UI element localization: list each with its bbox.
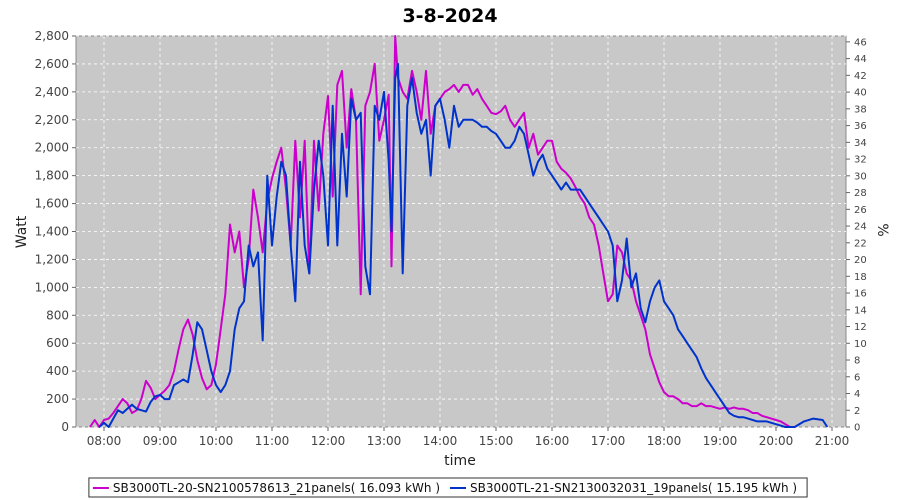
y2-tick-label: 8: [854, 356, 860, 367]
legend-label-1: SB3000TL-20-SN2100578613_21panels( 16.09…: [113, 481, 440, 495]
y2-tick-label: 36: [854, 121, 867, 132]
y2-tick-label: 2: [854, 406, 860, 417]
x-tick-label: 18:00: [647, 434, 682, 448]
y2-tick-label: 22: [854, 238, 867, 249]
legend: SB3000TL-20-SN2100578613_21panels( 16.09…: [88, 477, 808, 498]
y2-tick-label: 46: [854, 37, 867, 48]
y2-axis-label: %: [874, 223, 890, 236]
y2-tick-label: 28: [854, 188, 867, 199]
y-tick-label: 2,400: [35, 85, 69, 99]
x-tick-label: 13:00: [367, 434, 402, 448]
x-tick-label: 20:00: [759, 434, 794, 448]
y2-tick-label: 26: [854, 205, 867, 216]
y2-tick-label: 42: [854, 71, 867, 82]
y2-axis-ticks: 0246810121416182022242628303234363840424…: [846, 37, 867, 434]
series-line-2: [98, 62, 829, 428]
y-tick-label: 1,600: [35, 197, 69, 211]
x-axis-label: time: [444, 453, 476, 469]
y-tick-label: 200: [46, 392, 69, 406]
chart-title: 3-8-2024: [402, 5, 497, 27]
y-tick-label: 1,000: [35, 280, 69, 294]
y2-tick-label: 6: [854, 372, 860, 383]
y2-tick-label: 14: [854, 305, 867, 316]
y2-tick-label: 20: [854, 255, 867, 266]
x-tick-label: 14:00: [423, 434, 458, 448]
y-axis-ticks: 0 200 400 600 800 1,000 1,200 1,400 1,600 1,800 2,…: [35, 29, 76, 434]
y2-tick-label: 4: [854, 389, 860, 400]
y2-tick-label: 24: [854, 222, 867, 233]
x-tick-label: 11:00: [255, 434, 290, 448]
x-tick-label: 10:00: [199, 434, 234, 448]
y2-tick-label: 16: [854, 289, 867, 300]
series-lines: [89, 35, 829, 428]
y2-tick-label: 40: [854, 88, 867, 99]
x-tick-label: 12:00: [311, 434, 346, 448]
y2-tick-label: 30: [854, 171, 867, 182]
y2-tick-label: 32: [854, 155, 867, 166]
y2-tick-label: 10: [854, 339, 867, 350]
y2-tick-label: 38: [854, 104, 867, 115]
x-tick-label: 08:00: [87, 434, 122, 448]
y-tick-label: 1,800: [35, 169, 69, 183]
y-tick-label: 400: [46, 364, 69, 378]
x-tick-label: 16:00: [535, 434, 570, 448]
y-tick-label: 1,200: [35, 252, 69, 266]
grid-lines: [76, 35, 846, 428]
y2-tick-label: 0: [854, 423, 860, 434]
y-tick-label: 2,200: [35, 113, 69, 127]
y-axis-label: Watt: [14, 215, 30, 248]
y-tick-label: 0: [61, 420, 69, 434]
x-tick-label: 15:00: [479, 434, 514, 448]
x-tick-label: 21:00: [815, 434, 850, 448]
y-tick-label: 2,600: [35, 57, 69, 71]
x-axis-ticks: 08:00 09:00 10:00 11:00 12:00 13:00 14:00 15:00…: [87, 427, 850, 448]
y-tick-label: 2,800: [35, 29, 69, 43]
y-tick-label: 800: [46, 308, 69, 322]
y2-tick-label: 18: [854, 272, 867, 283]
y-tick-label: 2,000: [35, 141, 69, 155]
x-tick-label: 17:00: [591, 434, 626, 448]
y2-tick-label: 44: [854, 54, 867, 65]
x-tick-label: 19:00: [703, 434, 738, 448]
y2-tick-label: 34: [854, 138, 867, 149]
y-tick-label: 600: [46, 336, 69, 350]
legend-label-2: SB3000TL-21-SN2130032031_19panels( 15.19…: [470, 481, 797, 495]
y-tick-label: 1,400: [35, 225, 69, 239]
x-tick-label: 09:00: [143, 434, 178, 448]
y2-tick-label: 12: [854, 322, 867, 333]
legend-box: [88, 477, 808, 498]
